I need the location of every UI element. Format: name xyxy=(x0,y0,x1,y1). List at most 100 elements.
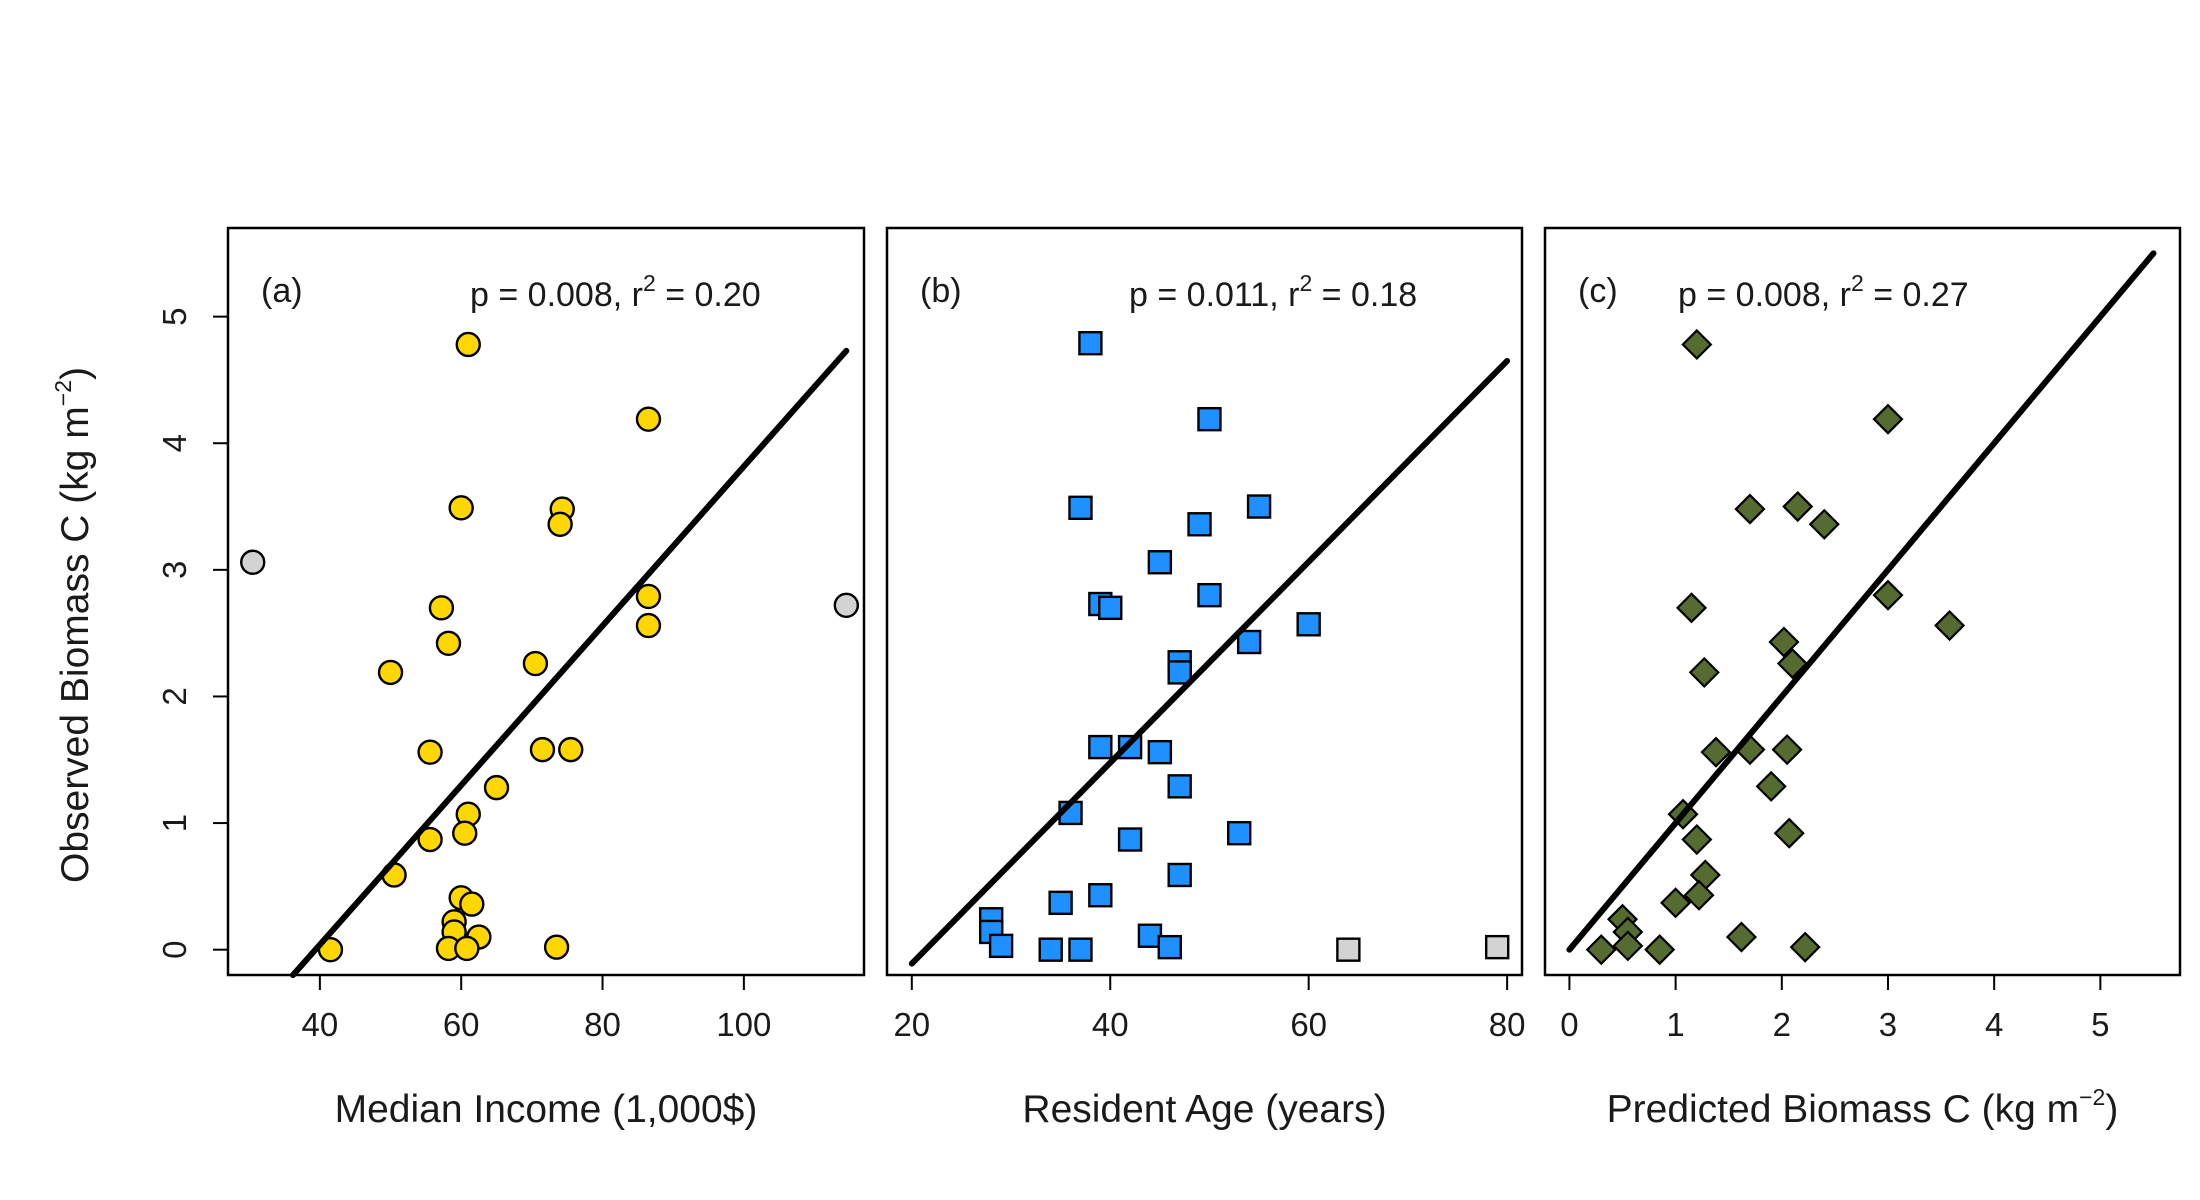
data-point xyxy=(1872,403,1904,435)
data-point xyxy=(529,736,556,763)
data-point xyxy=(1048,890,1073,916)
stats-annotation-b: p = 0.011, r2 = 0.18 xyxy=(1129,270,1417,314)
regression-line-a xyxy=(290,347,850,978)
x-axis-title-a: Median Income (1,000$) xyxy=(335,1088,758,1131)
data-point xyxy=(1157,934,1182,960)
data-point xyxy=(1088,883,1113,908)
x-tick-label: 5 xyxy=(2091,1006,2109,1043)
data-point xyxy=(1683,879,1715,911)
x-tick-label: 20 xyxy=(893,1006,930,1043)
x-axis-title-text: Median Income (1,000$) xyxy=(335,1088,758,1131)
x-axis-a: 40 60 80 100 xyxy=(302,975,771,1043)
data-point xyxy=(1068,495,1093,521)
stats-p-text: p = 0.011, r xyxy=(1129,276,1299,314)
data-point xyxy=(1808,508,1840,540)
x-tick-label: 40 xyxy=(1092,1006,1129,1043)
data-point xyxy=(1187,512,1212,537)
data-point xyxy=(448,495,474,521)
stats-exponent: 2 xyxy=(1851,270,1864,296)
outlier-point xyxy=(833,592,860,618)
x-axis-title-c: Predicted Biomass C (kg m−2) xyxy=(1607,1084,2119,1131)
x-axis-c: 0 1 2 3 4 5 xyxy=(1560,975,2110,1043)
data-point xyxy=(1068,937,1093,962)
data-point xyxy=(1755,770,1787,802)
x-tick-label: 4 xyxy=(1985,1006,2003,1043)
regression-line-c xyxy=(1566,250,2157,953)
panel-a: 40 60 80 100 0 1 2 3 4 5 Median Income (1,000$) (a)… xyxy=(156,226,866,1131)
data-point xyxy=(1872,579,1904,611)
x-tick-label: 60 xyxy=(443,1006,480,1043)
data-point xyxy=(417,739,443,765)
data-point xyxy=(1789,931,1821,963)
data-point xyxy=(1585,934,1617,966)
data-point xyxy=(455,331,481,358)
data-point xyxy=(543,934,570,960)
x-axis-title-tail: ) xyxy=(2105,1088,2118,1131)
data-point xyxy=(1688,656,1720,688)
data-point xyxy=(635,406,662,432)
outlier-point xyxy=(1336,937,1361,962)
y-tick-label: 5 xyxy=(156,307,193,325)
y-tick-label: 3 xyxy=(156,561,193,579)
stats-annotation-c: p = 0.008, r2 = 0.27 xyxy=(1678,270,1969,314)
points-c xyxy=(1585,328,1966,966)
x-tick-label: 40 xyxy=(302,1006,339,1043)
svg-text:Observed Biomass C (kg m−2): Observed Biomass C (kg m−2) xyxy=(50,367,97,883)
x-tick-label: 2 xyxy=(1773,1006,1791,1043)
y-tick-label: 2 xyxy=(156,687,193,705)
plot-frame-c xyxy=(1543,226,2182,977)
x-tick-label: 100 xyxy=(716,1006,771,1043)
panel-label-c: (c) xyxy=(1578,272,1618,310)
figure-ylabel-tail: ) xyxy=(54,367,97,380)
data-point xyxy=(988,933,1014,959)
y-tick-label: 4 xyxy=(156,434,193,452)
figure-ylabel: Observed Biomass C (kg m−2) xyxy=(50,367,97,883)
data-point xyxy=(1117,827,1143,852)
data-point xyxy=(1147,739,1173,765)
data-point xyxy=(1675,592,1708,624)
y-tick-label: 0 xyxy=(156,940,193,958)
x-tick-label: 80 xyxy=(584,1006,621,1043)
data-point xyxy=(1197,406,1222,432)
plot-frame-b xyxy=(885,226,1524,977)
x-tick-label: 3 xyxy=(1879,1006,1897,1043)
data-point xyxy=(635,612,662,639)
data-point xyxy=(1167,660,1192,685)
data-point xyxy=(1681,328,1713,361)
data-point xyxy=(1197,582,1222,608)
data-point xyxy=(435,630,462,656)
regression-line-b xyxy=(908,357,1511,967)
panel-c: 0 1 2 3 4 5 Predicted Biomass C (kg m−2) (c) p =… xyxy=(1543,226,2182,1131)
data-point xyxy=(1236,629,1262,655)
data-point xyxy=(1773,817,1805,849)
stats-r2-text: = 0.18 xyxy=(1312,276,1417,314)
x-axis-title-text: Resident Age (years) xyxy=(1022,1088,1386,1131)
data-point xyxy=(1147,550,1173,575)
data-point xyxy=(417,826,443,853)
points-a xyxy=(240,331,860,963)
outlier-point xyxy=(1484,934,1510,960)
x-axis-title-sup: −2 xyxy=(2079,1084,2105,1110)
data-point xyxy=(635,583,662,610)
plot-frame-a xyxy=(226,226,866,977)
figure-ylabel-text: Observed Biomass C (kg m xyxy=(54,406,97,883)
data-point xyxy=(1098,595,1123,621)
figure-ylabel-sup: −2 xyxy=(50,380,76,406)
data-point xyxy=(1776,647,1808,680)
data-point xyxy=(1167,774,1192,799)
data-point xyxy=(1782,490,1814,523)
x-axis-b: 20 40 60 80 xyxy=(893,975,1525,1043)
data-point xyxy=(428,595,455,621)
data-point xyxy=(547,511,573,537)
data-point xyxy=(1771,734,1803,766)
data-point xyxy=(377,659,404,686)
data-point xyxy=(1700,736,1732,768)
data-point xyxy=(1296,612,1321,637)
data-point xyxy=(1167,862,1192,888)
data-point xyxy=(1227,820,1252,846)
panel-label-b: (b) xyxy=(920,272,962,310)
y-axis: 0 1 2 3 4 5 xyxy=(156,307,228,959)
data-point xyxy=(1088,734,1113,760)
